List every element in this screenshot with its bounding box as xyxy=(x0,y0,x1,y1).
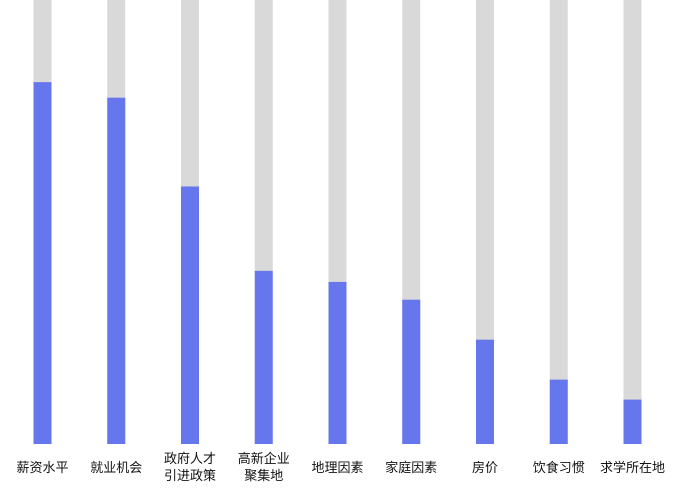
bar xyxy=(623,399,642,444)
bar xyxy=(402,299,421,444)
category-label: 政府人才引进政策 xyxy=(164,452,216,484)
category-label: 饮食习惯 xyxy=(533,460,585,476)
category-label: 高新企业聚集地 xyxy=(238,451,290,484)
bar-track xyxy=(549,0,568,444)
bar xyxy=(33,82,52,444)
bar xyxy=(254,270,273,444)
bar-track xyxy=(623,0,642,444)
bar-track xyxy=(476,0,494,444)
bars xyxy=(33,82,642,445)
bar xyxy=(549,379,568,444)
bar xyxy=(181,186,199,445)
category-label: 求学所在地 xyxy=(600,460,665,476)
category-label: 房价 xyxy=(472,460,498,476)
bar xyxy=(476,339,494,444)
category-label: 地理因素 xyxy=(311,461,363,476)
category-label: 就业机会 xyxy=(90,461,142,476)
bar xyxy=(328,281,347,444)
category-label: 薪资水平 xyxy=(16,461,68,476)
bar xyxy=(107,97,126,445)
category-label: 家庭因素 xyxy=(385,460,437,476)
